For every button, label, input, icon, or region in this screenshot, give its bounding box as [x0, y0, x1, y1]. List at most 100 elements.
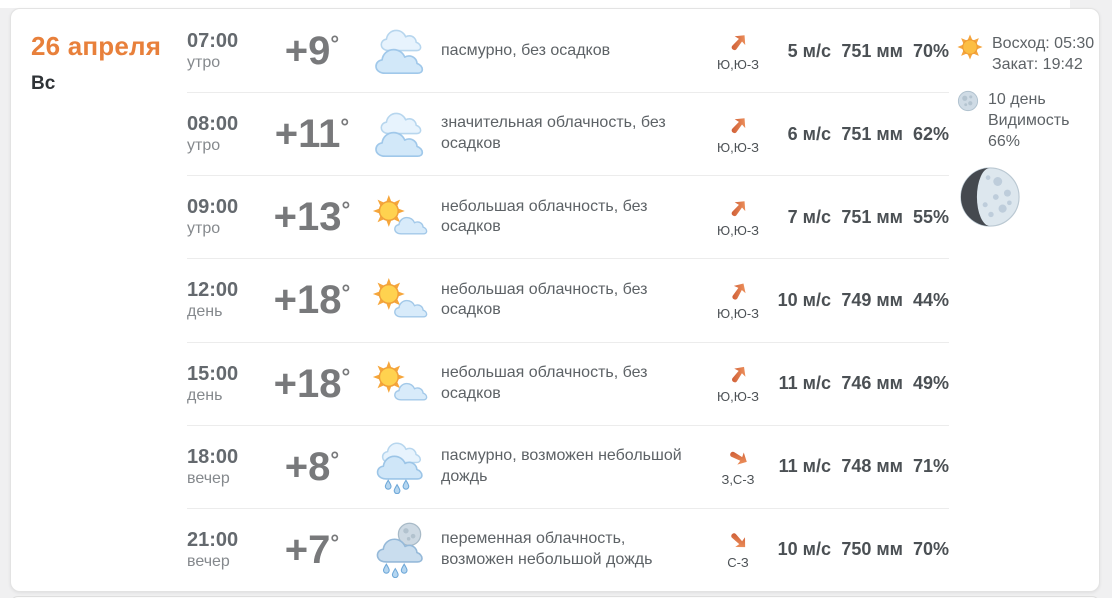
pressure-value: 750 мм	[841, 539, 903, 560]
humidity-value: 62%	[912, 123, 949, 144]
time-cell: 15:00 день	[187, 363, 263, 405]
wind-speed-value: 11 м/с	[778, 373, 831, 394]
pressure-value: 751 мм	[841, 206, 903, 227]
wind-speed-value: 10 м/с	[777, 289, 831, 310]
wind-direction-label: З,С-З	[721, 472, 755, 488]
period-label: утро	[187, 137, 221, 155]
weather-description: пасмурно, возможен небольшой дождь	[441, 446, 682, 485]
date-panel: 26 апреля Вс	[11, 9, 187, 591]
weather-description: небольшая облачность, без осадков	[441, 197, 648, 236]
forecast-rows: 07:00 утро +9° пасмурно, без осадков Ю,Ю…	[187, 9, 949, 591]
time-label: 18:00	[187, 445, 239, 468]
time-label: 07:00	[187, 30, 239, 53]
humidity-value: 44%	[912, 289, 949, 310]
temperature-value: +9°	[284, 29, 340, 74]
wind-speed-value: 10 м/с	[777, 539, 831, 560]
wind-direction-arrow-icon	[727, 529, 750, 552]
sunrise-label: Восход: 05:30	[992, 35, 1095, 52]
wind-direction-cell: З,С-З	[707, 446, 769, 487]
wind-direction-cell: Ю,Ю-З	[707, 197, 769, 238]
forecast-row: 18:00 вечер +8° пасмурно, возможен небол…	[187, 426, 949, 509]
period-label: день	[187, 386, 223, 404]
wind-direction-arrow-icon	[727, 31, 750, 54]
date-label: 26 апреля	[31, 31, 162, 61]
weather-description: небольшая облачность, без осадков	[441, 363, 648, 402]
visibility-label: Видимость	[988, 111, 1070, 129]
wind-direction-cell: Ю,Ю-З	[707, 280, 769, 321]
temperature-value: +8°	[284, 444, 340, 489]
degree-symbol: °	[330, 529, 340, 555]
wind-direction-label: Ю,Ю-З	[716, 305, 760, 321]
temperature-value: +13°	[273, 195, 351, 240]
wind-direction-cell: Ю,Ю-З	[707, 31, 769, 72]
degree-symbol: °	[330, 31, 340, 57]
wind-direction-arrow-icon	[727, 446, 750, 469]
wind-speed-value: 11 м/с	[778, 456, 831, 477]
weather-description: значительная облачность, без осадков	[441, 114, 666, 153]
time-cell: 09:00 утро	[187, 196, 263, 238]
degree-symbol: °	[341, 197, 351, 223]
cloudy-icon	[361, 109, 441, 159]
time-label: 15:00	[187, 362, 239, 385]
time-cell: 08:00 утро	[187, 113, 263, 155]
partly-sunny-icon	[361, 359, 441, 408]
rain-icon	[361, 439, 441, 495]
time-cell: 12:00 день	[187, 279, 263, 321]
wind-direction-label: Ю,Ю-З	[716, 222, 760, 238]
pressure-value: 751 мм	[841, 123, 903, 144]
wind-direction-arrow-icon	[727, 114, 750, 137]
forecast-card: 26 апреля Вс 07:00 утро +9° пасмурно, бе…	[10, 8, 1100, 592]
degree-symbol: °	[341, 280, 351, 306]
period-label: утро	[187, 220, 221, 238]
weekday-label: Вс	[31, 73, 56, 94]
wind-direction-cell: Ю,Ю-З	[707, 114, 769, 155]
moon-info-block: 10 день Видимость 66%	[957, 89, 1095, 153]
humidity-value: 49%	[912, 373, 949, 394]
pressure-value: 746 мм	[841, 373, 903, 394]
forecast-row: 12:00 день +18° небольшая облачность, бе…	[187, 259, 949, 343]
temperature-value: +11°	[274, 112, 350, 157]
sun-times-block: Восход: 05:30 Закат: 19:42	[957, 33, 1095, 76]
temperature-value: +18°	[273, 278, 351, 323]
forecast-row: 15:00 день +18° небольшая облачность, бе…	[187, 343, 949, 426]
time-label: 12:00	[187, 279, 239, 302]
weather-description: переменная облачность, возможен небольшо…	[441, 530, 653, 568]
cloudy-icon	[361, 26, 441, 76]
humidity-value: 70%	[912, 40, 949, 61]
time-label: 09:00	[187, 196, 239, 219]
waxing-gibbous-moon-icon	[959, 166, 1095, 228]
time-cell: 21:00 вечер	[187, 529, 263, 571]
visibility-value: 66%	[988, 133, 1021, 151]
period-label: день	[187, 303, 223, 321]
weather-description: пасмурно, без осадков	[441, 41, 611, 59]
wind-direction-cell: С-З	[707, 529, 769, 570]
humidity-value: 70%	[912, 539, 949, 560]
pressure-value: 748 мм	[841, 456, 903, 477]
night-rain-icon	[361, 521, 441, 579]
moon-day-label: 10 день	[988, 90, 1046, 108]
wind-direction-arrow-icon	[727, 363, 750, 386]
humidity-value: 55%	[912, 206, 949, 227]
time-cell: 18:00 вечер	[187, 446, 263, 488]
period-label: вечер	[187, 552, 230, 570]
temperature-value: +7°	[284, 527, 340, 572]
wind-direction-arrow-icon	[727, 197, 750, 220]
period-label: утро	[187, 54, 221, 72]
period-label: вечер	[187, 469, 230, 487]
partly-sunny-icon	[361, 276, 441, 325]
wind-speed-value: 5 м/с	[787, 40, 831, 61]
sidebar: Восход: 05:30 Закат: 19:42 10 день	[949, 9, 1099, 591]
forecast-row: 07:00 утро +9° пасмурно, без осадков Ю,Ю…	[187, 10, 949, 94]
time-label: 08:00	[187, 113, 239, 136]
temperature-value: +18°	[273, 361, 351, 406]
wind-speed-value: 7 м/с	[787, 206, 831, 227]
wind-speed-value: 6 м/с	[787, 123, 831, 144]
pressure-value: 751 мм	[841, 40, 903, 61]
wind-direction-arrow-icon	[727, 280, 750, 303]
humidity-value: 71%	[912, 456, 949, 477]
forecast-row: 09:00 утро +13° небольшая облачность, бе…	[187, 176, 949, 260]
wind-direction-label: Ю,Ю-З	[716, 389, 760, 405]
pressure-value: 749 мм	[841, 289, 903, 310]
wind-direction-label: С-З	[727, 555, 749, 571]
